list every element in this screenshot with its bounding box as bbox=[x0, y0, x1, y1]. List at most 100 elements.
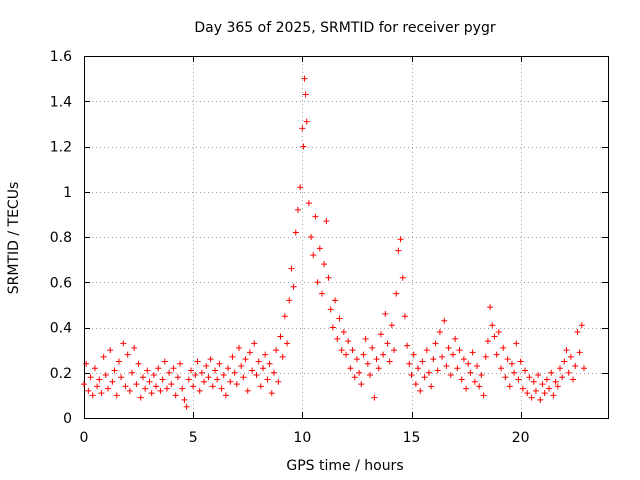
data-point bbox=[436, 329, 443, 336]
data-point bbox=[373, 356, 380, 363]
data-point bbox=[133, 381, 140, 388]
data-point bbox=[284, 340, 291, 347]
data-point bbox=[428, 383, 435, 390]
data-point bbox=[318, 290, 325, 297]
data-point bbox=[83, 360, 90, 367]
data-point bbox=[532, 387, 539, 394]
data-point bbox=[281, 313, 288, 320]
data-point bbox=[351, 374, 358, 381]
data-point bbox=[580, 365, 587, 372]
data-point bbox=[343, 351, 349, 358]
data-point bbox=[212, 367, 218, 374]
data-point bbox=[458, 376, 465, 383]
data-point bbox=[415, 365, 422, 372]
data-point bbox=[87, 374, 94, 381]
data-point bbox=[201, 378, 208, 385]
data-point bbox=[513, 340, 520, 347]
data-point bbox=[168, 381, 175, 388]
y-tick-label: 0.2 bbox=[50, 366, 72, 382]
data-point bbox=[159, 376, 166, 383]
data-point bbox=[153, 383, 160, 390]
data-point bbox=[445, 344, 452, 351]
data-point bbox=[288, 265, 295, 272]
data-point bbox=[340, 329, 347, 336]
data-point bbox=[297, 184, 304, 191]
data-point bbox=[98, 390, 105, 397]
data-point bbox=[397, 236, 404, 243]
data-point bbox=[556, 365, 563, 372]
data-point bbox=[233, 381, 240, 388]
data-point bbox=[266, 360, 273, 367]
data-point bbox=[463, 385, 470, 392]
data-point bbox=[546, 385, 553, 392]
data-point bbox=[312, 213, 319, 220]
data-point bbox=[207, 356, 214, 363]
chart-title: Day 365 of 2025, SRMTID for receiver pyg… bbox=[194, 20, 495, 36]
data-point bbox=[576, 349, 583, 356]
data-point bbox=[222, 392, 229, 399]
y-tick-label: 1 bbox=[63, 185, 72, 201]
data-point bbox=[314, 279, 321, 286]
data-point bbox=[482, 353, 489, 360]
data-point bbox=[526, 374, 533, 381]
data-point bbox=[449, 351, 456, 358]
data-point bbox=[535, 372, 542, 379]
data-point bbox=[537, 396, 544, 403]
data-point bbox=[225, 365, 232, 372]
data-point bbox=[89, 392, 96, 399]
data-point bbox=[323, 218, 330, 225]
data-point bbox=[338, 347, 345, 354]
data-point bbox=[126, 387, 133, 394]
data-point bbox=[377, 331, 384, 338]
data-point bbox=[113, 392, 120, 399]
data-point bbox=[504, 356, 511, 363]
data-point bbox=[294, 206, 301, 213]
data-point bbox=[515, 376, 522, 383]
data-point bbox=[347, 365, 354, 372]
data-point bbox=[268, 390, 275, 397]
x-axis-label: GPS time / hours bbox=[286, 458, 403, 474]
y-tick-label: 1.6 bbox=[50, 49, 72, 65]
data-point bbox=[401, 313, 408, 320]
data-point bbox=[511, 369, 518, 376]
data-point bbox=[345, 338, 352, 345]
data-point bbox=[508, 360, 515, 367]
data-point bbox=[131, 344, 138, 351]
data-point bbox=[275, 378, 282, 385]
data-point bbox=[369, 344, 376, 351]
data-point bbox=[487, 304, 494, 311]
data-point bbox=[578, 322, 585, 329]
data-point bbox=[194, 358, 201, 365]
data-point bbox=[299, 125, 306, 132]
data-point bbox=[375, 365, 382, 372]
data-point bbox=[417, 387, 424, 394]
y-tick-label: 1.4 bbox=[50, 94, 72, 110]
data-point bbox=[120, 340, 127, 347]
data-point bbox=[150, 372, 157, 379]
data-point bbox=[421, 374, 428, 381]
data-point bbox=[260, 365, 267, 372]
data-point bbox=[465, 360, 472, 367]
data-point bbox=[161, 358, 168, 365]
data-point bbox=[570, 376, 577, 383]
data-point bbox=[393, 290, 400, 297]
data-point bbox=[301, 75, 308, 82]
data-point bbox=[434, 367, 441, 374]
data-point bbox=[563, 347, 570, 354]
data-point bbox=[231, 369, 238, 376]
data-point bbox=[246, 349, 253, 356]
data-point bbox=[506, 383, 513, 390]
y-tick-label: 0 bbox=[63, 411, 72, 427]
data-point bbox=[460, 356, 467, 363]
data-point bbox=[498, 365, 505, 372]
data-point bbox=[290, 283, 297, 290]
data-point bbox=[419, 358, 426, 365]
data-point bbox=[443, 362, 450, 369]
data-point bbox=[430, 356, 437, 363]
data-point bbox=[111, 367, 118, 374]
data-point bbox=[541, 390, 548, 397]
data-point bbox=[517, 358, 524, 365]
data-point bbox=[183, 403, 190, 410]
data-point bbox=[399, 274, 406, 281]
